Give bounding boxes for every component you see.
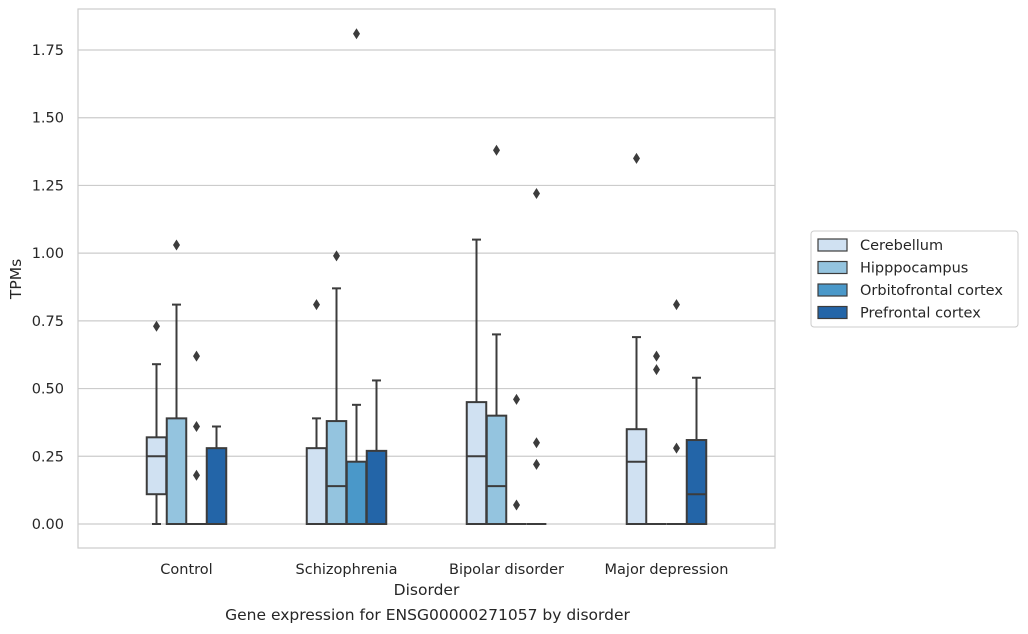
- box-prefrontal-cortex: [526, 188, 547, 525]
- box: [685, 439, 708, 525]
- y-tick-label: 1.00: [32, 246, 64, 262]
- legend-swatch: [817, 283, 848, 297]
- gridlines: [78, 49, 775, 525]
- y-tick-label: 0.50: [32, 382, 64, 398]
- outlier-point: [653, 350, 660, 362]
- box: [305, 447, 328, 525]
- y-tick-label: 0.00: [32, 517, 64, 533]
- legend-frame: [810, 230, 1019, 328]
- box: [145, 436, 168, 496]
- outlier-point: [193, 469, 200, 481]
- y-tick-label: 1.75: [32, 43, 64, 59]
- box-hipppocampus: [165, 239, 188, 526]
- chart-caption: Gene expression for ENSG00000271057 by d…: [225, 606, 630, 624]
- x-axis-title: Disorder: [394, 581, 460, 599]
- x-tick-label: Schizophrenia: [296, 562, 398, 578]
- y-tick-labels: 0.00 0.25 0.50 0.75 1.00 1.25 1.50 1.75: [32, 43, 64, 533]
- outlier-point: [633, 152, 640, 164]
- legend-label: Prefrontal cortex: [860, 306, 981, 322]
- box-groups: [145, 28, 708, 526]
- outlier-point: [493, 144, 500, 156]
- box: [345, 460, 368, 525]
- y-tick-label: 0.25: [32, 449, 64, 465]
- box-orbitofrontal-cortex: [506, 393, 527, 525]
- box-prefrontal-cortex: [685, 376, 708, 525]
- box: [165, 417, 188, 526]
- box-cerebellum: [305, 299, 328, 525]
- y-tick-label: 0.75: [32, 314, 64, 330]
- outlier-point: [673, 442, 680, 454]
- x-tick-labels: Control Schizophrenia Bipolar disorder Majo…: [160, 562, 728, 578]
- box: [465, 401, 488, 525]
- box: [205, 447, 228, 525]
- y-tick-label: 1.50: [32, 111, 64, 127]
- legend: Cerebellum Hipppocampus Orbitofrontal cort…: [810, 230, 1019, 328]
- legend-swatch: [817, 238, 848, 252]
- box-orbitofrontal-cortex: [666, 299, 687, 525]
- box-hipppocampus: [485, 144, 508, 525]
- outlier-point: [533, 188, 540, 200]
- box-hipppocampus: [646, 350, 667, 525]
- legend-swatch: [817, 305, 848, 320]
- outlier-point: [193, 420, 200, 432]
- outlier-point: [193, 350, 200, 362]
- box-orbitofrontal-cortex: [345, 28, 368, 525]
- box: [625, 428, 648, 526]
- outlier-point: [353, 28, 360, 40]
- plot-frame: [77, 8, 776, 549]
- outlier-point: [533, 437, 540, 449]
- outlier-point: [333, 250, 340, 262]
- box: [365, 449, 388, 525]
- box-prefrontal-cortex: [205, 425, 228, 525]
- outlier-point: [313, 299, 320, 311]
- box: [485, 414, 508, 525]
- outlier-point: [513, 393, 520, 405]
- legend-swatch: [817, 260, 848, 275]
- outlier-point: [153, 320, 160, 332]
- y-tick-label: 1.25: [32, 178, 64, 194]
- outlier-point: [173, 239, 180, 251]
- box-cerebellum: [465, 238, 488, 525]
- y-axis-title: TPMs: [7, 259, 25, 300]
- box-orbitofrontal-cortex: [186, 350, 207, 525]
- legend-label: Cerebellum: [860, 238, 943, 254]
- outlier-point: [673, 299, 680, 311]
- legend-label: Orbitofrontal cortex: [860, 283, 1003, 299]
- legend-label: Hipppocampus: [860, 261, 968, 277]
- x-tick-label: Major depression: [605, 562, 729, 578]
- box-prefrontal-cortex: [365, 379, 388, 525]
- outlier-point: [513, 499, 520, 511]
- x-tick-label: Control: [160, 562, 212, 578]
- box-cerebellum: [625, 152, 648, 526]
- x-tick-label: Bipolar disorder: [449, 562, 564, 578]
- box-hipppocampus: [325, 250, 348, 525]
- outlier-point: [533, 458, 540, 470]
- box: [325, 420, 348, 525]
- box-cerebellum: [145, 320, 168, 525]
- outlier-point: [653, 364, 660, 376]
